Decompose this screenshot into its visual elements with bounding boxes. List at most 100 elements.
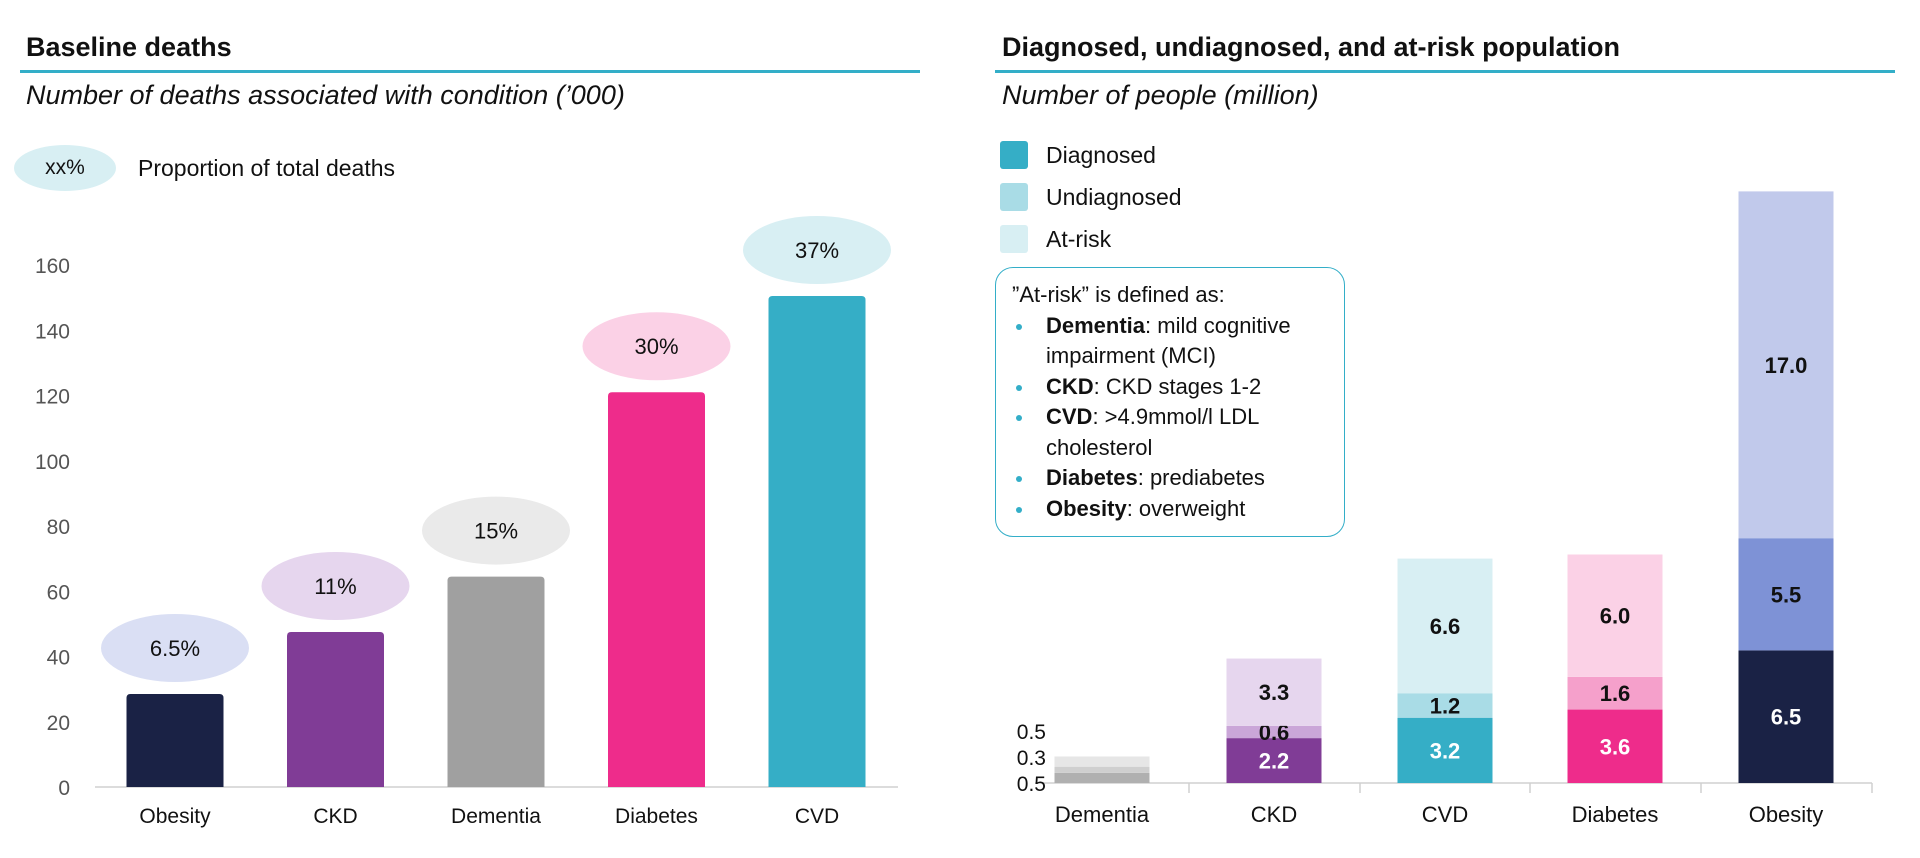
population-panel: Diagnosed, undiagnosed, and at-risk popu… — [995, 0, 1920, 858]
segment-value-label: 17.0 — [1765, 353, 1808, 378]
bar-ckd — [287, 632, 384, 787]
y-tick-label: 40 — [47, 647, 70, 670]
y-tick-label: 120 — [35, 386, 70, 409]
baseline-deaths-panel: Baseline deaths Number of deaths associa… — [0, 0, 940, 858]
right-title-rule — [995, 70, 1895, 73]
segment-cvd-undiagnosed — [1397, 693, 1493, 718]
segment-obesity-undiagnosed — [1738, 538, 1834, 651]
x-tick-label: CVD — [1422, 802, 1468, 827]
legend-pill: xx% — [14, 145, 116, 191]
x-tick-label: Dementia — [451, 805, 541, 828]
left-panel-subtitle: Number of deaths associated with conditi… — [26, 80, 625, 110]
segment-cvd-at-risk — [1397, 558, 1493, 694]
note-term: CKD — [1046, 373, 1094, 399]
y-tick-label: 140 — [35, 320, 70, 343]
segment-value-label: 2.2 — [1259, 749, 1290, 774]
proportion-label: 6.5% — [150, 636, 200, 661]
dementia-side-label: 0.5 — [1017, 721, 1046, 744]
x-tick-label: Obesity — [139, 805, 211, 828]
legend-swatch-at-risk — [1000, 225, 1028, 253]
bar-dementia — [447, 576, 545, 787]
segment-cvd-diagnosed — [1397, 717, 1493, 783]
population-chart: Dementia2.20.63.3CKD3.21.26.6CVD3.61.66.… — [1017, 191, 1873, 827]
segment-obesity-diagnosed — [1738, 650, 1834, 783]
legend-swatch-undiagnosed — [1000, 183, 1028, 211]
right-panel-subtitle: Number of people (million) — [1002, 80, 1319, 110]
segment-value-label: 3.2 — [1430, 738, 1461, 763]
segment-diabetes-at-risk — [1567, 554, 1663, 677]
right-panel-title: Diagnosed, undiagnosed, and at-risk popu… — [1002, 32, 1621, 62]
segment-value-label: 6.6 — [1430, 614, 1461, 639]
segment-value-label: 6.5 — [1771, 705, 1802, 730]
proportion-bubble — [422, 496, 570, 565]
proportion-label: 15% — [474, 519, 518, 544]
proportion-bubble — [743, 215, 891, 284]
note-list: Dementia: mild cognitive impairment (MCI… — [1012, 311, 1332, 525]
note-term: Obesity — [1046, 495, 1127, 521]
segment-dementia-at-risk — [1054, 756, 1150, 767]
y-tick-label: 160 — [35, 255, 70, 278]
y-tick-label: 80 — [47, 516, 70, 539]
y-tick-label: 20 — [47, 712, 70, 735]
note-item-ckd: CKD: CKD stages 1-2 — [1012, 372, 1332, 403]
proportion-bubble — [261, 552, 410, 621]
note-item-dementia: Dementia: mild cognitive impairment (MCI… — [1012, 311, 1332, 372]
segment-value-label: 6.0 — [1600, 604, 1631, 629]
segment-ckd-undiagnosed — [1226, 725, 1322, 739]
segment-value-label: 1.6 — [1600, 681, 1631, 706]
segment-value-label: 3.3 — [1259, 680, 1290, 705]
x-tick-label: Diabetes — [615, 805, 698, 828]
dementia-side-label: 0.3 — [1017, 747, 1046, 770]
segment-ckd-diagnosed — [1226, 738, 1322, 783]
legend-undiagnosed: Undiagnosed — [1000, 182, 1182, 212]
bar-diabetes — [608, 392, 705, 787]
at-risk-definition-box: ”At-risk” is defined as: Dementia: mild … — [995, 267, 1345, 537]
legend-diagnosed: Diagnosed — [1000, 140, 1156, 170]
baseline-deaths-chart: 0 20 40 60 80 100 120 140 160 6.5% Obesity 11% CKD 15… — [35, 215, 898, 828]
bar-obesity — [126, 694, 224, 787]
note-term: Diabetes — [1046, 465, 1138, 490]
segment-value-label: 1.2 — [1430, 693, 1461, 718]
legend-label-diagnosed: Diagnosed — [1046, 141, 1156, 168]
bar-cvd — [768, 295, 866, 787]
legend-pill-label: Proportion of total deaths — [138, 154, 395, 181]
segment-diabetes-diagnosed — [1567, 709, 1663, 783]
proportion-label: 30% — [634, 334, 678, 359]
note-text: : prediabetes — [1137, 465, 1265, 490]
segment-dementia-undiagnosed — [1054, 766, 1150, 773]
x-tick-label: CVD — [795, 805, 839, 828]
note-text: : overweight — [1126, 495, 1246, 521]
proportion-bubble — [101, 614, 249, 683]
legend-label-at-risk: At-risk — [1046, 225, 1112, 252]
legend-at-risk: At-risk — [1000, 224, 1111, 254]
note-text: : CKD stages 1-2 — [1093, 373, 1262, 399]
note-term: Dementia — [1046, 312, 1146, 338]
segment-diabetes-undiagnosed — [1567, 676, 1663, 710]
proportion-bubble — [582, 312, 731, 381]
note-term: CVD — [1046, 404, 1093, 429]
note-item-diabetes: Diabetes: prediabetes — [1012, 463, 1332, 494]
x-tick-label: Diabetes — [1572, 802, 1659, 827]
y-tick-label: 100 — [35, 451, 70, 474]
y-tick-label: 60 — [47, 581, 70, 604]
x-tick-label: CKD — [313, 805, 357, 828]
x-tick-label: Dementia — [1055, 802, 1150, 827]
left-panel-title: Baseline deaths — [26, 32, 232, 62]
proportion-label: 11% — [314, 574, 356, 599]
proportion-legend: xx% Proportion of total deaths — [14, 145, 395, 191]
segment-ckd-at-risk — [1226, 658, 1322, 726]
x-tick-label: CKD — [1251, 802, 1297, 827]
segment-dementia-diagnosed — [1054, 772, 1150, 783]
x-tick-label: Obesity — [1749, 802, 1824, 827]
proportion-label: 37% — [795, 238, 839, 263]
segment-obesity-at-risk — [1738, 191, 1834, 539]
segment-value-label: 3.6 — [1600, 734, 1631, 759]
note-heading: ”At-risk” is defined as: — [1012, 282, 1225, 307]
y-tick-label: 0 — [58, 777, 70, 800]
legend-label-undiagnosed: Undiagnosed — [1046, 183, 1182, 210]
note-item-cvd: CVD: >4.9mmol/l LDL cholesterol — [1012, 402, 1332, 463]
note-item-obesity: Obesity: overweight — [1012, 494, 1332, 525]
dementia-side-label: 0.5 — [1017, 773, 1046, 796]
note-text: : >4.9mmol/l LDL cholesterol — [1046, 404, 1259, 460]
note-text: : mild cognitive impairment (MCI) — [1046, 312, 1291, 369]
